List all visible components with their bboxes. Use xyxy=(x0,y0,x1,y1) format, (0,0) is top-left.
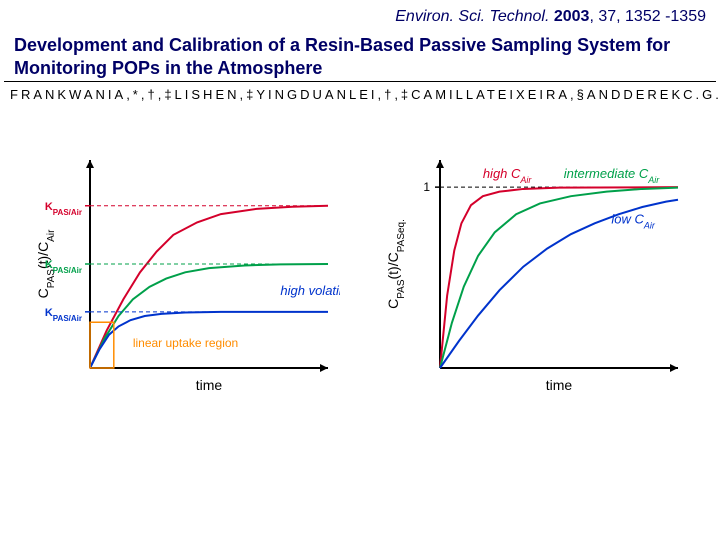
svg-text:linear uptake region: linear uptake region xyxy=(133,336,238,350)
charts-row: timeCPAS(t)/CAirKPAS/Airlow volatilityKP… xyxy=(0,112,720,402)
svg-text:high volatility: high volatility xyxy=(280,283,340,298)
paper-title: Development and Calibration of a Resin-B… xyxy=(4,30,716,82)
svg-text:high CAir: high CAir xyxy=(483,166,533,185)
svg-text:1: 1 xyxy=(423,180,430,194)
left-chart: timeCPAS(t)/CAirKPAS/Airlow volatilityKP… xyxy=(30,142,340,402)
right-chart: time CPAS(t)/CPASeq. 1 high CAir intermediat… xyxy=(380,142,690,402)
svg-text:KPAS/Air: KPAS/Air xyxy=(45,307,82,323)
journal-name: Environ. Sci. Technol. xyxy=(395,8,549,25)
svg-text:low CAir: low CAir xyxy=(611,211,656,230)
svg-text:time: time xyxy=(196,377,223,393)
svg-text:intermediate CAir: intermediate CAir xyxy=(564,166,661,185)
citation-line: Environ. Sci. Technol. 2003, 37, 1352 -1… xyxy=(0,0,720,30)
svg-text:time: time xyxy=(546,377,573,393)
svg-text:KPAS/Air: KPAS/Air xyxy=(45,201,82,217)
citation-year: 2003 xyxy=(554,8,590,25)
author-list: FRANKWANIA,*,†,‡LISHEN,‡YINGDUANLEI,†,‡C… xyxy=(0,84,720,112)
svg-text:CPAS(t)/CPASeq.: CPAS(t)/CPASeq. xyxy=(385,219,407,309)
citation-vol-pages: , 37, 1352 -1359 xyxy=(589,8,706,25)
